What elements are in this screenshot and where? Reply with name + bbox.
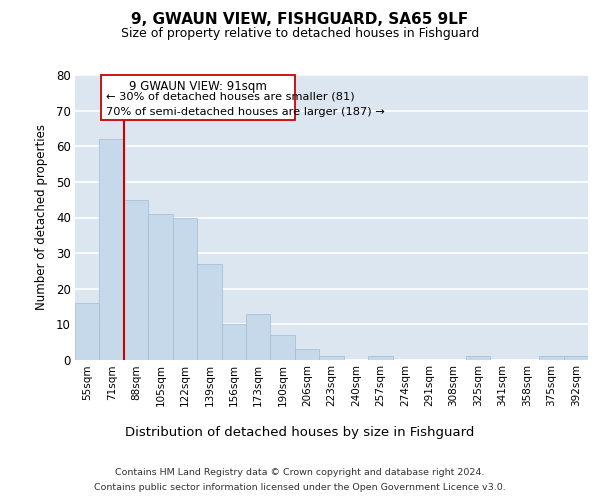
Bar <box>271 335 295 360</box>
Bar <box>221 324 246 360</box>
Bar <box>563 356 588 360</box>
Bar <box>295 350 319 360</box>
Text: Size of property relative to detached houses in Fishguard: Size of property relative to detached ho… <box>121 28 479 40</box>
Text: Distribution of detached houses by size in Fishguard: Distribution of detached houses by size … <box>125 426 475 439</box>
Bar <box>466 356 490 360</box>
Bar <box>539 356 563 360</box>
Bar <box>148 214 173 360</box>
Bar <box>368 356 392 360</box>
Y-axis label: Number of detached properties: Number of detached properties <box>35 124 47 310</box>
Bar <box>319 356 344 360</box>
Bar <box>124 200 148 360</box>
Text: 9 GWAUN VIEW: 91sqm: 9 GWAUN VIEW: 91sqm <box>129 80 266 94</box>
Text: 70% of semi-detached houses are larger (187) →: 70% of semi-detached houses are larger (… <box>106 106 384 117</box>
Bar <box>197 264 221 360</box>
Text: ← 30% of detached houses are smaller (81): ← 30% of detached houses are smaller (81… <box>106 92 354 102</box>
Bar <box>173 218 197 360</box>
FancyBboxPatch shape <box>101 75 295 120</box>
Text: 9, GWAUN VIEW, FISHGUARD, SA65 9LF: 9, GWAUN VIEW, FISHGUARD, SA65 9LF <box>131 12 469 28</box>
Bar <box>100 139 124 360</box>
Text: Contains public sector information licensed under the Open Government Licence v3: Contains public sector information licen… <box>94 483 506 492</box>
Bar <box>75 303 100 360</box>
Bar <box>246 314 271 360</box>
Text: Contains HM Land Registry data © Crown copyright and database right 2024.: Contains HM Land Registry data © Crown c… <box>115 468 485 477</box>
